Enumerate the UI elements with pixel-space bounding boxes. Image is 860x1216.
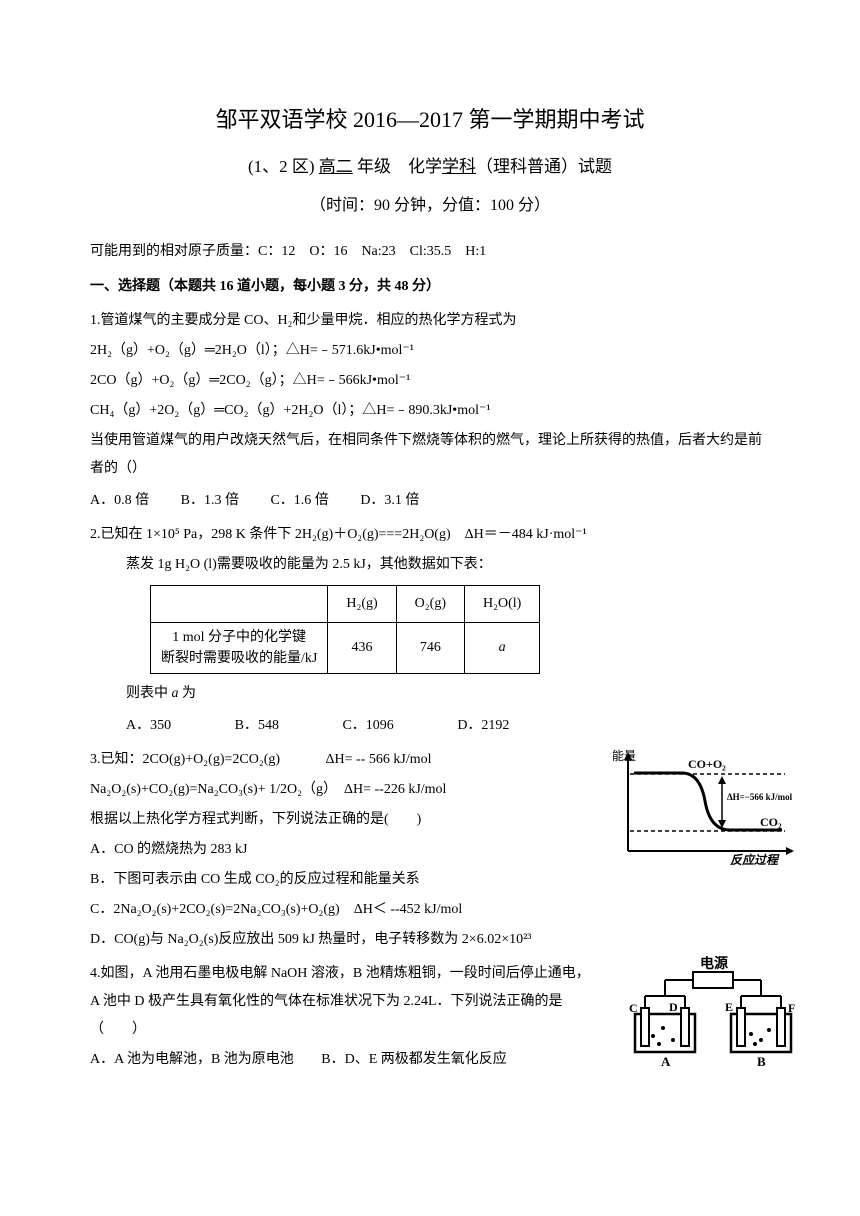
- q2-line3-prefix: 则表中: [126, 686, 172, 701]
- q3-option-c: C．2Na₂O₂(s)+2CO₂(s)=2Na₂CO₃(s)+O₂(g) ΔH＜…: [90, 896, 770, 924]
- q2-line2: 蒸发 1g H₂O (l)需要吸收的能量为 2.5 kJ，其他数据如下表：: [90, 551, 770, 579]
- table-val-h2: 436: [328, 623, 396, 674]
- table-val-a: a: [465, 623, 540, 674]
- table-row-label: 1 mol 分子中的化学键 断裂时需要吸收的能量/kJ: [151, 623, 328, 674]
- subtitle-mid: 年级 化学: [353, 157, 442, 176]
- diagram-dh-label: ΔH=−566 kJ/mol: [727, 792, 793, 802]
- q2-option-a: A．350: [126, 718, 171, 733]
- electrode-f-label: F: [788, 1001, 795, 1015]
- diagram-y-label: 能量: [612, 749, 636, 763]
- electrode-d-label: D: [669, 1000, 678, 1014]
- circuit-diagram: 电源 C D A E F B: [625, 956, 800, 1071]
- q2-option-c: C．1096: [342, 718, 393, 733]
- q2-option-d: D．2192: [457, 718, 509, 733]
- table-row-label-l2: 断裂时需要吸收的能量/kJ: [161, 651, 317, 666]
- q2-line3-suffix: 为: [179, 686, 197, 701]
- electrode-c-label: C: [629, 1001, 638, 1015]
- exam-info: （时间：90 分钟，分值：100 分）: [90, 192, 770, 221]
- subtitle-grade: 高二: [319, 157, 353, 176]
- question-1: 1.管道煤气的主要成分是 CO、H₂和少量甲烷．相应的热化学方程式为 2H₂（g…: [90, 307, 770, 515]
- q1-equation-3: CH₄（g）+2O₂（g）═CO₂（g）+2H₂O（l）；△H=﹣890.3kJ…: [90, 397, 770, 425]
- q2-table: H₂(g) O₂(g) H₂O(l) 1 mol 分子中的化学键 断裂时需要吸收…: [150, 585, 540, 674]
- q1-equation-2: 2CO（g）+O₂（g）═2CO₂（g）；△H=﹣566kJ•mol⁻¹: [90, 367, 770, 395]
- electrode-e-label: E: [725, 1000, 733, 1014]
- diagram-bottom-label: CO₂: [760, 815, 782, 829]
- section-1-header: 一、选择题（本题共 16 道小题，每小题 3 分，共 48 分）: [90, 274, 770, 299]
- q3-option-d: D．CO(g)与 Na₂O₂(s)反应放出 509 kJ 热量时，电子转移数为 …: [90, 926, 770, 954]
- q1-option-a: A．0.8 倍: [90, 493, 149, 508]
- cell-a-label: A: [661, 1054, 671, 1069]
- q3-option-b: B．下图可表示由 CO 生成 CO₂的反应过程和能量关系: [90, 866, 770, 894]
- q2-line3: 则表中 a 为: [90, 680, 770, 708]
- q2-option-b: B．548: [235, 718, 279, 733]
- diagram-top-label: CO+O₂: [688, 757, 726, 771]
- q4-option-b: B．D、E 两极都发生氧化反应: [321, 1052, 507, 1067]
- energy-diagram: 能量 CO+O₂ ΔH=−566 kJ/mol CO₂ 反应过程: [610, 746, 800, 866]
- table-header-row: H₂(g) O₂(g) H₂O(l): [151, 586, 540, 623]
- q1-body: 当使用管道煤气的用户改烧天然气后，在相同条件下燃烧等体积的燃气，理论上所获得的热…: [90, 427, 770, 483]
- table-header-h2o: H₂O(l): [465, 586, 540, 623]
- subtitle-subject: 学科: [442, 157, 476, 176]
- q4-option-a: A．A 池为电解池，B 池为原电池: [90, 1052, 294, 1067]
- q2-line1: 2.已知在 1×10⁵ Pa，298 K 条件下 2H₂(g)＋O₂(g)===…: [90, 521, 770, 549]
- atomic-mass-line: 可能用到的相对原子质量：C：12 O：16 Na:23 Cl:35.5 H:1: [90, 239, 770, 264]
- cell-b-label: B: [757, 1054, 766, 1069]
- table-header-blank: [151, 586, 328, 623]
- table-row-label-l1: 1 mol 分子中的化学键: [172, 630, 306, 645]
- table-header-h2: H₂(g): [328, 586, 396, 623]
- q2-line3-var: a: [172, 686, 179, 701]
- question-4: 电源 C D A E F B 4.如图，A 池用石墨电极电解 NaOH 溶液，B…: [90, 960, 770, 1074]
- exam-title: 邹平双语学校 2016—2017 第一学期期中考试: [90, 100, 770, 140]
- q1-options: A．0.8 倍 B．1.3 倍 C．1.6 倍 D．3.1 倍: [90, 487, 770, 515]
- q1-stem: 1.管道煤气的主要成分是 CO、H₂和少量甲烷．相应的热化学方程式为: [90, 307, 770, 335]
- subtitle-suffix: （理科普通）试题: [476, 157, 612, 176]
- q1-option-b: B．1.3 倍: [181, 493, 239, 508]
- question-3: 能量 CO+O₂ ΔH=−566 kJ/mol CO₂ 反应过程 3.已知：2C…: [90, 746, 770, 954]
- subtitle-prefix: (1、2 区): [248, 157, 319, 176]
- q1-option-c: C．1.6 倍: [270, 493, 328, 508]
- q2-options: A．350 B．548 C．1096 D．2192: [90, 712, 770, 740]
- diagram-x-label: 反应过程: [730, 853, 780, 866]
- q1-equation-1: 2H₂（g）+O₂（g）═2H₂O（l）；△H=﹣571.6kJ•mol⁻¹: [90, 337, 770, 365]
- circuit-source-label: 电源: [700, 956, 728, 972]
- table-val-o2: 746: [396, 623, 464, 674]
- table-data-row: 1 mol 分子中的化学键 断裂时需要吸收的能量/kJ 436 746 a: [151, 623, 540, 674]
- table-header-o2: O₂(g): [396, 586, 464, 623]
- question-2: 2.已知在 1×10⁵ Pa，298 K 条件下 2H₂(g)＋O₂(g)===…: [90, 521, 770, 740]
- exam-subtitle: (1、2 区) 高二 年级 化学学科（理科普通）试题: [90, 152, 770, 183]
- q1-option-d: D．3.1 倍: [360, 493, 419, 508]
